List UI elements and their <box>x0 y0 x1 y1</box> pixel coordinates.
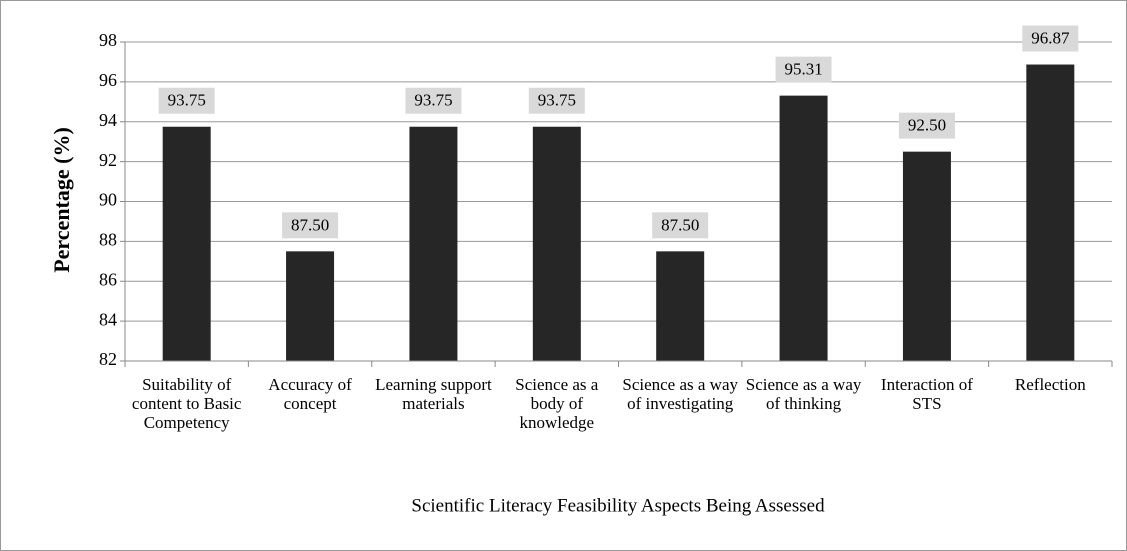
bar <box>1026 64 1075 362</box>
x-tick-label: Accuracy of concept <box>268 375 352 413</box>
value-label-box <box>898 112 955 139</box>
value-label-box <box>282 212 339 239</box>
x-tick-label: Science as a way of thinking <box>745 375 862 413</box>
y-tick-label: 92 <box>99 150 117 170</box>
x-tick-label: Interaction of STS <box>880 375 973 413</box>
value-label-box <box>158 87 215 114</box>
value-label-box <box>528 87 585 114</box>
value-label: 95.31 <box>784 60 822 79</box>
x-tick-label: Science as a way of investigating <box>622 375 738 413</box>
y-axis-label: Percentage (%) <box>49 127 74 273</box>
y-tick-label: 82 <box>99 349 117 369</box>
x-tick-label: Learning support materials <box>375 375 492 413</box>
value-label-box <box>405 87 462 114</box>
x-tick-label: Reflection <box>1014 375 1086 394</box>
y-tick-label: 98 <box>99 30 117 50</box>
bar <box>656 251 705 361</box>
x-tick-label: Suitability of content to Basic Competen… <box>131 375 242 432</box>
y-tick-label: 90 <box>99 190 117 210</box>
x-tick-label: Science as a body of knowledge <box>515 375 599 432</box>
value-label: 93.75 <box>168 91 206 110</box>
bar <box>286 251 335 361</box>
bar <box>902 151 951 361</box>
value-label-box <box>652 212 709 239</box>
value-label: 93.75 <box>538 91 576 110</box>
x-axis-label: Scientific Literacy Feasibility Aspects … <box>411 495 825 516</box>
value-label-box <box>775 56 832 83</box>
bar <box>409 126 458 361</box>
y-tick-label: 84 <box>99 309 117 329</box>
value-label: 87.50 <box>661 215 699 234</box>
value-label-box <box>1022 25 1079 52</box>
y-tick-label: 96 <box>99 70 117 90</box>
value-label: 87.50 <box>291 215 329 234</box>
bar <box>779 95 828 362</box>
y-tick-label: 88 <box>99 230 117 250</box>
value-label: 96.87 <box>1031 28 1070 47</box>
value-label: 93.75 <box>414 91 452 110</box>
bar <box>532 126 581 361</box>
bar <box>162 126 211 361</box>
value-label: 92.50 <box>908 116 946 135</box>
y-tick-label: 86 <box>99 269 117 289</box>
y-tick-label: 94 <box>99 110 117 130</box>
